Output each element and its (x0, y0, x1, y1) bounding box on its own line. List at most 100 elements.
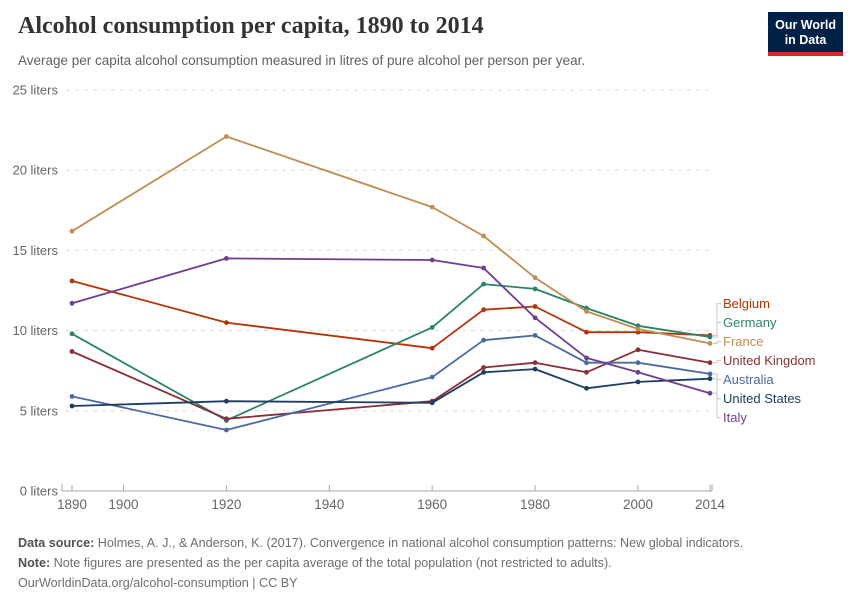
y-tick-label-0: 0 liters (20, 484, 59, 499)
point-united-states-1920 (224, 398, 229, 404)
point-united-kingdom-2014 (707, 360, 713, 366)
line-france[interactable] (71, 135, 711, 345)
point-france-1960 (429, 204, 435, 210)
owid-logo-line1: Our World (775, 18, 836, 32)
point-belgium-1920 (224, 320, 229, 325)
legend-connector-united-kingdom (713, 360, 721, 364)
page-title: Alcohol consumption per capita, 1890 to … (18, 13, 484, 39)
point-italy-1980 (532, 315, 538, 321)
line-united-states[interactable] (71, 368, 711, 407)
point-france-2014 (707, 341, 713, 346)
series-australia (69, 333, 713, 433)
point-italy-1990 (584, 355, 589, 361)
point-united-kingdom-2000 (635, 347, 641, 353)
legend-connector-germany (713, 322, 721, 338)
point-australia-2000 (635, 360, 641, 366)
point-germany-1990 (584, 305, 589, 311)
point-italy-1960 (429, 257, 435, 263)
y-tick-label-20: 20 liters (12, 163, 58, 178)
point-france-1890 (69, 228, 75, 234)
line-italy[interactable] (71, 257, 711, 395)
note-label: Note: (18, 556, 51, 570)
x-tick-label-1940: 1940 (314, 497, 344, 512)
point-united-kingdom-1970 (481, 365, 486, 370)
point-germany-1970 (481, 281, 486, 287)
y-tick-label-25: 25 liters (12, 83, 58, 98)
point-united-states-1890 (69, 403, 75, 409)
series-france (69, 134, 713, 346)
point-australia-1890 (69, 394, 75, 399)
x-tick-label-2000: 2000 (623, 497, 653, 512)
series-italy (69, 256, 713, 396)
legend-label-australia[interactable]: Australia (723, 372, 774, 387)
y-tick-label-10: 10 liters (12, 323, 58, 338)
point-france-1980 (532, 275, 538, 281)
point-belgium-1890 (69, 278, 75, 284)
x-tick-label-1980: 1980 (520, 497, 550, 512)
point-france-2000 (635, 326, 641, 332)
y-tick-label-15: 15 liters (12, 243, 58, 258)
series-united-kingdom (69, 347, 713, 422)
point-united-states-1980 (532, 366, 538, 372)
chart-footer: Data source: Holmes, A. J., & Anderson, … (18, 533, 834, 593)
point-italy-1890 (69, 300, 75, 306)
point-united-states-2014 (707, 376, 713, 382)
point-germany-1980 (532, 286, 538, 292)
series-belgium (69, 278, 713, 351)
point-united-states-1970 (481, 369, 486, 375)
page-subtitle: Average per capita alcohol consumption m… (18, 53, 586, 68)
point-france-1920 (224, 134, 229, 139)
x-tick-label-2014: 2014 (695, 497, 726, 512)
point-australia-1920 (224, 427, 229, 433)
point-australia-1970 (481, 337, 486, 343)
point-united-kingdom-1980 (532, 360, 538, 366)
point-belgium-1980 (532, 304, 538, 309)
series-united-states (69, 366, 713, 409)
legend-connector-united-states (713, 378, 721, 400)
x-tick-label-1900: 1900 (108, 497, 138, 512)
point-germany-1960 (429, 325, 435, 330)
point-france-1990 (584, 309, 589, 314)
line-belgium[interactable] (71, 280, 711, 350)
point-italy-1970 (481, 265, 486, 271)
legend-label-italy[interactable]: Italy (723, 410, 747, 425)
point-australia-1980 (532, 333, 538, 338)
point-france-1970 (481, 233, 486, 239)
point-belgium-1990 (584, 329, 589, 335)
note-line: Note: Note figures are presented as the … (18, 553, 834, 573)
point-italy-2014 (707, 390, 713, 396)
data-source-text: Holmes, A. J., & Anderson, K. (2017). Co… (94, 536, 744, 550)
point-belgium-1970 (481, 307, 486, 313)
point-italy-1920 (224, 256, 229, 261)
point-italy-2000 (635, 369, 641, 375)
point-united-states-2000 (635, 379, 641, 385)
owid-url-link[interactable]: OurWorldinData.org/alcohol-consumption |… (18, 576, 298, 590)
owid-logo[interactable]: Our World in Data (768, 12, 843, 56)
point-germany-1890 (69, 331, 75, 337)
y-tick-label-5: 5 liters (20, 403, 59, 418)
legend-label-germany[interactable]: Germany (723, 315, 777, 330)
line-australia[interactable] (71, 334, 711, 431)
point-australia-1960 (429, 374, 435, 380)
point-united-kingdom-1890 (69, 349, 75, 354)
legend-label-united-states[interactable]: United States (723, 391, 802, 406)
owid-logo-line2: in Data (784, 33, 827, 47)
point-belgium-1960 (429, 345, 435, 351)
legend-label-france[interactable]: France (723, 334, 763, 349)
x-tick-label-1920: 1920 (211, 497, 241, 512)
point-united-states-1960 (429, 400, 435, 406)
point-united-states-1990 (584, 385, 589, 391)
point-australia-2014 (707, 371, 713, 377)
legend-label-belgium[interactable]: Belgium (723, 296, 770, 311)
line-germany[interactable] (71, 283, 711, 422)
legend-connector-france (713, 341, 721, 344)
data-source-label: Data source: (18, 536, 95, 550)
point-germany-2014 (707, 334, 713, 340)
legend-label-united-kingdom[interactable]: United Kingdom (723, 353, 816, 368)
x-tick-label-1890: 1890 (57, 497, 87, 512)
point-united-kingdom-1990 (584, 369, 589, 375)
point-australia-1990 (584, 360, 589, 366)
line-united-kingdom[interactable] (71, 348, 711, 420)
x-tick-label-1960: 1960 (417, 497, 447, 512)
